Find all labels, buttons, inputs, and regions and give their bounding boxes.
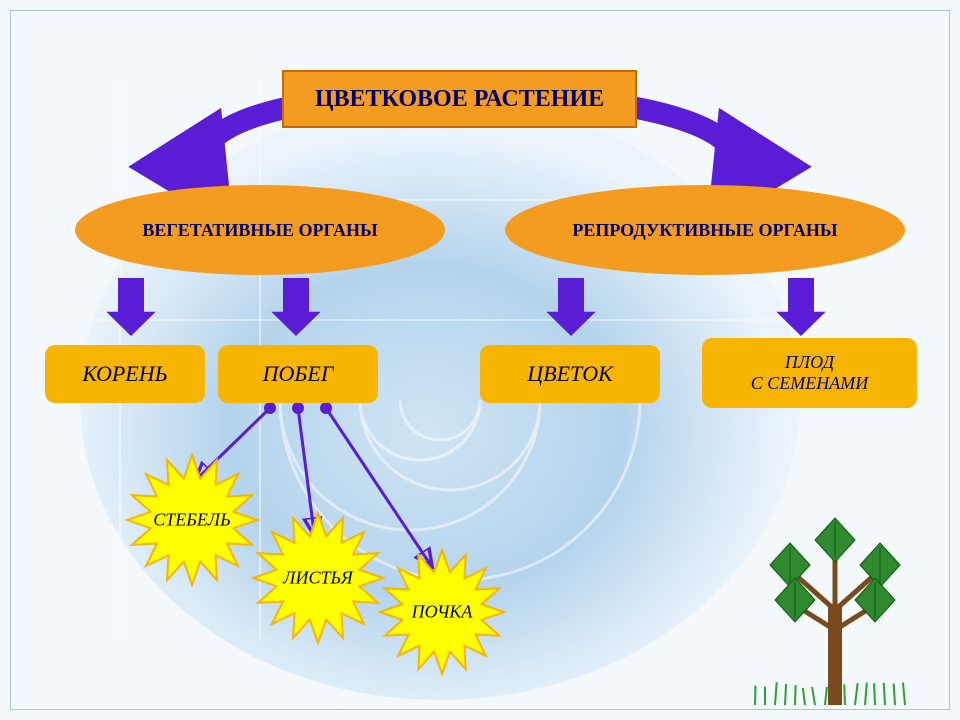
pill-shoot: ПОБЕГ	[218, 345, 378, 403]
pill-fruit: ПЛОД С СЕМЕНАМИ	[702, 338, 917, 408]
oval-vegetative: ВЕГЕТАТИВНЫЕ ОРГАНЫ	[75, 185, 445, 275]
pill-flower-label: ЦВЕТОК	[527, 361, 613, 387]
tree-icon	[740, 510, 930, 710]
diagram-stage: ЦВЕТКОВОЕ РАСТЕНИЕ ВЕГЕТАТИВНЫЕ ОРГАНЫ Р…	[0, 0, 960, 720]
pill-root-label: КОРЕНЬ	[82, 361, 167, 387]
pill-fruit-label: ПЛОД С СЕМЕНАМИ	[751, 352, 868, 393]
pill-shoot-label: ПОБЕГ	[263, 361, 334, 387]
star-bud: ПОЧКА	[375, 545, 509, 679]
oval-reproductive: РЕПРОДУКТИВНЫЕ ОРГАНЫ	[505, 185, 905, 275]
star-stem-label: СТЕБЕЛЬ	[153, 510, 230, 531]
pill-root: КОРЕНЬ	[45, 345, 205, 403]
title-text: ЦВЕТКОВОЕ РАСТЕНИЕ	[315, 86, 604, 113]
title-box: ЦВЕТКОВОЕ РАСТЕНИЕ	[282, 70, 637, 128]
oval-vegetative-label: ВЕГЕТАТИВНЫЕ ОРГАНЫ	[142, 220, 377, 241]
star-leaves-label: ЛИСТЬЯ	[283, 568, 352, 589]
star-stem: СТЕБЕЛЬ	[122, 450, 262, 590]
oval-reproductive-label: РЕПРОДУКТИВНЫЕ ОРГАНЫ	[572, 220, 837, 241]
pill-flower: ЦВЕТОК	[480, 345, 660, 403]
star-leaves: ЛИСТЬЯ	[248, 508, 388, 648]
star-bud-label: ПОЧКА	[412, 602, 473, 623]
